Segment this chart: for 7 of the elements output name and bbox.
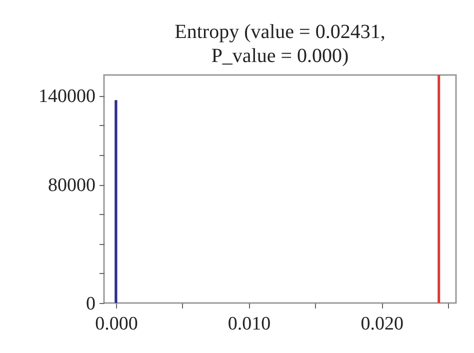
x-tick-label: 0.020 <box>360 314 404 334</box>
y-tick-label: 80000 <box>48 175 96 196</box>
y-tick-label: 0 <box>86 294 96 314</box>
x-tick-label: 0.010 <box>228 314 271 334</box>
x-tick-label: 0.000 <box>95 314 138 334</box>
y-tick-label: 140000 <box>38 86 96 108</box>
chart-title: Entropy (value = 0.02431, P_value = 0.000) <box>174 20 386 67</box>
